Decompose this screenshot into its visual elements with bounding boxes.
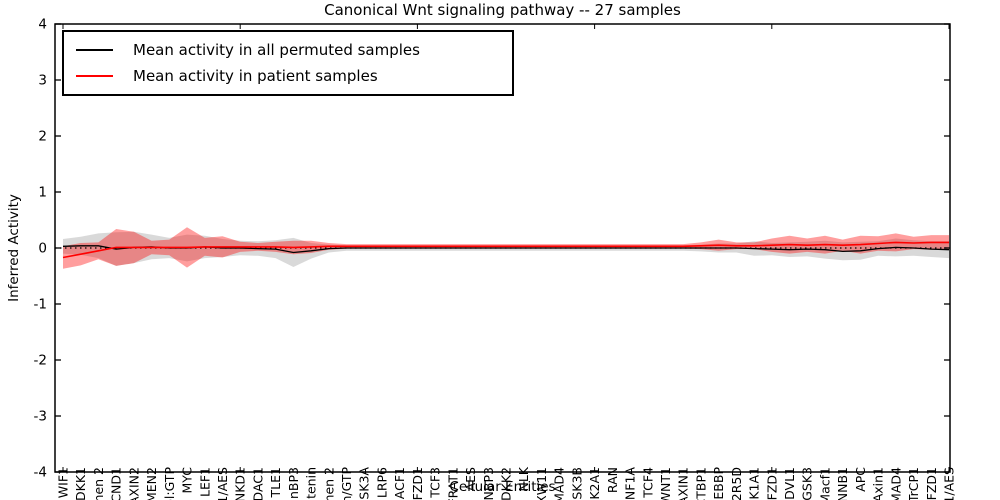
x-axis-category-label: CCND1 [109,467,124,500]
x-axis-category-label: FRAT1 [445,467,460,500]
x-axis-category-label: DKK1 [73,467,88,500]
x-axis-category-label: HDAC1 [250,467,265,500]
y-axis-tick-label: 3 [38,73,47,89]
x-axis-category-label: KREMEN2 [144,467,159,500]
x-axis-category-label: MACF1 [392,467,407,500]
permuted-uncertainty-band [63,231,949,267]
y-axis-tick-label: -1 [34,297,47,313]
x-axis-category-label: RANBP3 [481,467,496,500]
y-axis-tick-label: 0 [38,241,47,257]
x-axis-category-label: WNT1/LRP6/FZD1 [924,467,939,500]
x-axis-label: Cellular Entities [449,479,556,495]
legend-item-label: Mean activity in patient samples [133,66,378,85]
x-axis-category-label: TCF3 [428,467,443,499]
legend: Mean activity in all permuted samples Mea… [62,30,514,96]
x-axis-category-label: MYC [180,467,195,494]
legend-item-permuted: Mean activity in all permuted samples [76,41,504,59]
patient-mean-line [62,241,949,259]
x-axis-category-label: beta catenin/TCF/CtBP/CBP/TLE1/AES/SMAD4 [888,467,903,500]
x-axis-category-label: Ran/GTP [339,467,354,500]
x-axis-category-label: DKK1/LRP6/Kremen 2 [91,467,106,500]
x-axis-category-label: GSK3B [569,467,584,500]
x-axis-category-label: RAN [605,467,620,493]
chart-title: Canonical Wnt signaling pathway -- 27 sa… [324,1,681,19]
x-axis-category-label: TCF4 [640,467,655,499]
y-axis-tick-label: 4 [38,17,47,33]
x-axis-category-label: beta catenin/TCF/CtBP/CBP/TLE1/AES [942,467,957,500]
x-axis-category-label: FZD1 [410,467,425,500]
x-axis-category-label: CTNNB1 [835,467,850,500]
x-axis-category-label: DVL1 [782,467,797,500]
x-axis-category-label: beta catenin/beta TrCP1 [906,467,921,500]
x-axis-category-label: mol:GTP [162,467,177,500]
x-axis-category-label: SMAD4 [552,467,567,500]
y-axis-tick-label: 2 [38,129,47,145]
x-axis-category-label: AES [463,467,478,491]
x-axis-category-label: LRP6 [374,467,389,498]
x-axis-category-label: beta catenin/RanBP3 [286,467,301,500]
x-axis-category-label: AXIN2 [126,467,141,500]
legend-item-patient: Mean activity in patient samples [76,67,504,85]
x-axis-category-label: LRP6/FZD1 [764,467,779,500]
x-axis-category-label: APC [853,467,868,492]
x-axis-category-label: CTBP1 [693,467,708,500]
legend-line-sample [76,74,113,77]
x-axis-category-label: Axin1/APC/GSK3/beta catenin [304,467,319,500]
x-axis-category-label: NKD1 [233,467,248,500]
x-axis-category-label: Axin1/APC/GSK3/beta catenin/Macf1 [817,467,832,500]
x-axis-category-label: DKK2 [499,467,514,500]
x-axis-category-label: FBXW11 [534,467,549,500]
legend-item-label: Mean activity in all permuted samples [133,41,420,60]
x-axis-category-label: TLE1 [268,467,283,498]
x-axis-category-label: AXIN1 [676,467,691,500]
x-axis-category-label: PPP2R5D [729,467,744,500]
x-axis-category-label: WIF1 [56,467,71,498]
y-axis-tick-label: -2 [34,353,47,369]
x-axis-category-label: HNF1A [623,467,638,500]
x-axis-category-label: CtBP/CBP/TCF/TLE1/AES [215,467,230,500]
x-axis-category-label: WNT1/LRP6/FZD1/Axin1 [871,467,886,500]
x-axis-category-label: LEF1 [197,467,212,497]
x-axis-category-label: NLK [516,466,531,491]
x-axis-category-label: DKK2/LRP6/Kremen 2 [321,467,336,500]
x-axis-category-label: CSNK2A1 [587,467,602,500]
x-axis-category-label: GSK3A [357,467,372,500]
x-axis-category-label: Axin1/APC/GSK3 [800,467,815,500]
y-axis-tick-label: -3 [34,409,47,425]
x-axis-category-label: CSNK1A1 [747,467,762,500]
y-axis-tick-label: -4 [34,465,47,481]
x-axis-category-label: CREBBP [711,467,726,500]
x-axis-category-label: WNT1 [658,467,673,500]
y-axis-tick-label: 1 [38,185,47,201]
legend-line-sample [76,49,113,52]
